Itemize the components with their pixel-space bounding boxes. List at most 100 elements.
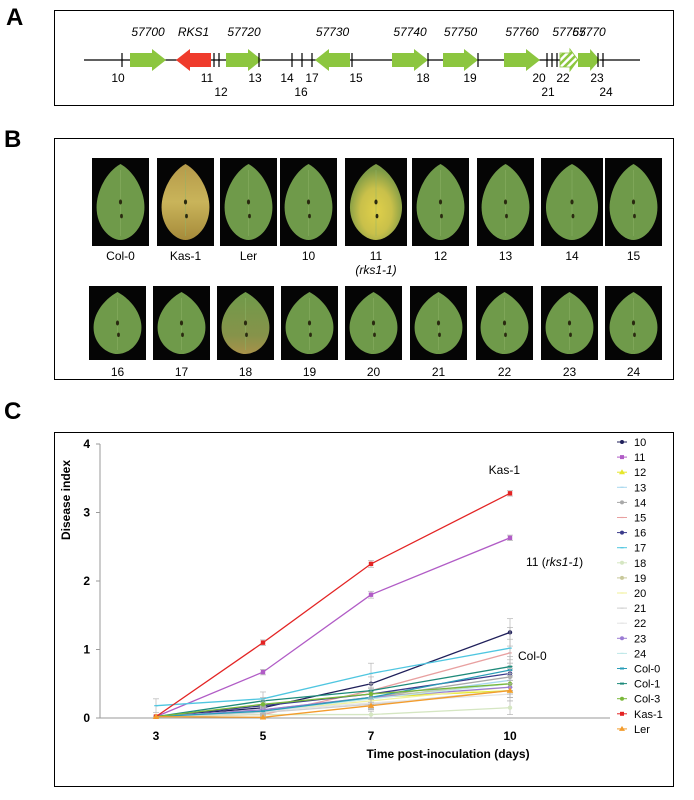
data-point: [368, 691, 374, 697]
data-point: [260, 710, 266, 713]
legend-entry: 24: [617, 648, 646, 660]
leaf-caption: 18: [211, 365, 281, 379]
legend-entry: 16: [617, 528, 646, 540]
legend-entry: Ler: [617, 724, 650, 736]
legend-label: 11: [634, 452, 645, 464]
marker-label: 16: [294, 85, 308, 99]
leaf-shape: [414, 292, 463, 354]
leaf-caption: 24: [599, 365, 669, 379]
data-point: [620, 696, 624, 701]
y-tick-label: 0: [83, 711, 90, 725]
marker-label: 20: [532, 71, 546, 85]
gene-label: 57700: [131, 25, 165, 39]
gene-label: 57740: [393, 25, 427, 39]
legend-label: Col-3: [634, 694, 660, 706]
series-line: [155, 686, 511, 718]
leaf-photo: [605, 158, 662, 246]
data-point: [507, 705, 513, 710]
legend-label: 13: [634, 482, 646, 494]
leaf-caption: Kas-1: [151, 249, 221, 263]
y-tick-label: 2: [83, 574, 90, 588]
leaf-caption: 17: [147, 365, 217, 379]
legend-label: 21: [634, 603, 646, 615]
leaf-shape: [224, 164, 273, 240]
leaf-shape: [161, 164, 210, 240]
series-line: [155, 537, 511, 718]
legend-entry: 17: [617, 543, 646, 555]
legend-entry: Col-3: [617, 694, 660, 706]
legend-label: 24: [634, 648, 646, 660]
legend-entry: 11: [617, 452, 645, 464]
leaf-shape: [96, 164, 145, 240]
y-axis-title: Disease index: [59, 460, 73, 540]
marker-label: 11: [201, 71, 214, 85]
leaf-caption: 22: [470, 365, 540, 379]
gene-label: 57720: [227, 25, 261, 39]
series-line: [155, 683, 511, 718]
legend-label: 23: [634, 633, 646, 645]
gene-label: 57750: [444, 25, 478, 39]
legend-label: 16: [634, 528, 646, 540]
leaf-photo: [410, 286, 467, 360]
series-line: [155, 707, 511, 718]
series-line: [155, 689, 511, 718]
data-point: [620, 652, 624, 654]
legend-entry: Col-0: [617, 664, 660, 676]
series-line: [155, 665, 511, 718]
leaf-shape: [545, 164, 599, 240]
leaf-label: 16: [110, 365, 125, 379]
leaf-photo: [477, 158, 534, 246]
leaf-label: 15: [626, 249, 641, 263]
leaf-shape: [157, 292, 206, 354]
legend-label: 18: [634, 558, 646, 570]
legend-label: Col-1: [634, 679, 660, 691]
leaf-caption: 15: [599, 249, 669, 263]
marker-label: 21: [541, 85, 555, 99]
data-point: [260, 702, 266, 707]
marker-label: 19: [463, 71, 477, 85]
leaf-label: 23: [562, 365, 577, 379]
series-17: [153, 627, 513, 713]
legend-entry: 23: [617, 633, 646, 645]
x-tick-label: 10: [503, 729, 517, 743]
leaf-shape: [416, 164, 465, 240]
leaf-photo: [89, 286, 146, 360]
data-point: [369, 672, 373, 675]
leaf-caption: 21: [404, 365, 474, 379]
leaf-caption: Col-0: [86, 249, 156, 263]
leaf-photo: [92, 158, 149, 246]
marker-label: 22: [556, 71, 570, 85]
legend-label: 22: [634, 618, 646, 630]
gene-label: 57760: [505, 25, 539, 39]
leaf-photo: [345, 158, 407, 246]
legend-label: Kas-1: [634, 709, 663, 721]
legend-label: Ler: [634, 724, 650, 736]
leaf-label: 12: [433, 249, 448, 263]
marker-label: 15: [349, 71, 363, 85]
leaf-shape: [609, 292, 658, 354]
leaf-sublabel: (rks1-1): [355, 263, 397, 277]
legend-label: 15: [634, 513, 646, 525]
leaf-photo: [220, 158, 277, 246]
legend-entry: 12: [617, 467, 646, 479]
x-tick-label: 7: [368, 729, 375, 743]
gene-arrow: [559, 47, 579, 73]
panel-label-b: B: [4, 126, 22, 153]
marker-label: 17: [305, 71, 319, 85]
series-line: [155, 669, 511, 718]
data-point: [620, 682, 624, 685]
x-axis-title: Time post-inoculation (days): [366, 747, 529, 761]
data-point: [620, 547, 624, 549]
leaf-caption: 12: [406, 249, 476, 263]
legend-label: 14: [634, 497, 646, 509]
series-line: [155, 492, 511, 718]
leaf-caption: 11 (rks1-1): [341, 249, 411, 277]
gene-arrow: [176, 49, 211, 71]
x-tick-label: 3: [153, 729, 160, 743]
leaf-caption: 14: [537, 249, 607, 263]
chart-annotation: Col-0: [518, 649, 547, 663]
marker-label: 23: [590, 71, 604, 85]
leaf-photo: [280, 158, 337, 246]
leaf-photo: [605, 286, 662, 360]
leaf-shape: [221, 292, 270, 354]
